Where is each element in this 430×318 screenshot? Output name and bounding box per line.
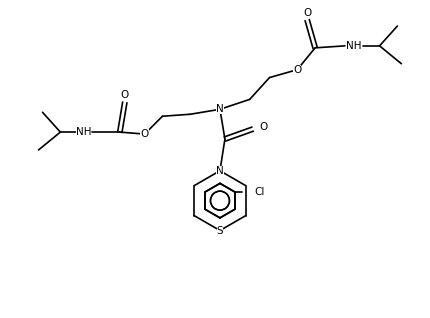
Text: N: N bbox=[216, 166, 224, 176]
Text: S: S bbox=[217, 225, 223, 236]
Text: O: O bbox=[293, 65, 301, 75]
Text: NH: NH bbox=[346, 41, 361, 51]
Text: O: O bbox=[303, 8, 311, 18]
Text: N: N bbox=[216, 104, 224, 114]
Text: O: O bbox=[121, 90, 129, 100]
Text: Cl: Cl bbox=[255, 187, 265, 197]
Text: O: O bbox=[260, 122, 268, 132]
Text: O: O bbox=[141, 129, 149, 139]
Text: NH: NH bbox=[76, 127, 91, 137]
